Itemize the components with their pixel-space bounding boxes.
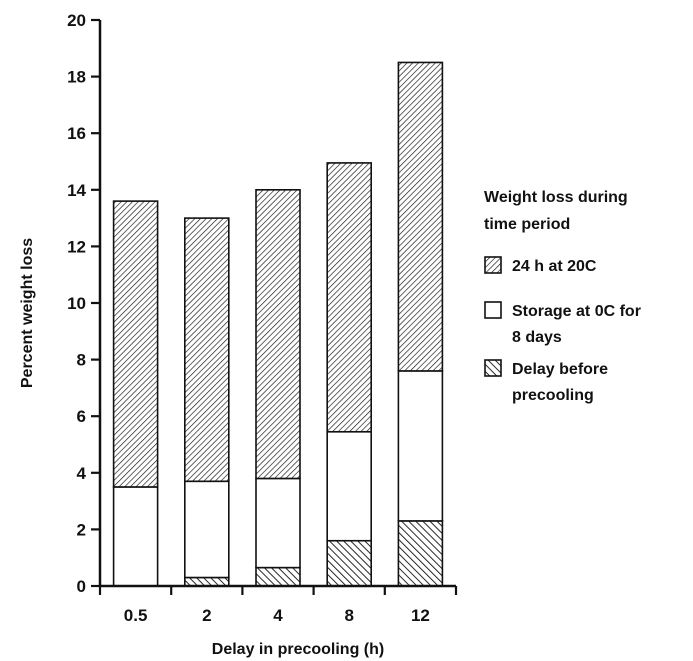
legend-label-1: 8 days bbox=[512, 329, 562, 346]
bar-segment-2-s2 bbox=[184, 217, 230, 483]
legend-swatch-0 bbox=[484, 256, 502, 274]
bar-segment-12-s1 bbox=[397, 370, 444, 522]
bar-segment-0.5-s1 bbox=[112, 486, 159, 587]
y-tick-label: 4 bbox=[77, 464, 87, 483]
x-tick-label: 0.5 bbox=[124, 606, 148, 625]
y-tick-label: 16 bbox=[67, 124, 86, 143]
bar-segment-4-s0 bbox=[255, 566, 301, 587]
bar-segment-2-s1 bbox=[184, 480, 230, 579]
legend-swatch-2 bbox=[484, 359, 502, 377]
y-tick-label: 2 bbox=[77, 520, 86, 539]
legend-title: Weight loss during bbox=[484, 189, 628, 206]
bar-segment-8-s0 bbox=[326, 539, 373, 587]
y-tick-label: 10 bbox=[67, 294, 86, 313]
bar-segment-2-s0 bbox=[184, 576, 230, 587]
bar-segment-4-s2 bbox=[255, 189, 301, 480]
bar-segment-4-s1 bbox=[255, 477, 301, 569]
bar-segment-12-s2 bbox=[397, 61, 444, 372]
y-axis-title: Percent weight loss bbox=[19, 238, 36, 388]
y-tick-label: 12 bbox=[67, 237, 86, 256]
bar-segment-0.5-s2 bbox=[112, 200, 159, 488]
y-tick-label: 0 bbox=[77, 577, 86, 596]
bar-segment-8-s2 bbox=[326, 162, 373, 433]
y-tick-label: 20 bbox=[67, 11, 86, 30]
x-tick-label: 8 bbox=[344, 606, 353, 625]
bar-segment-8-s1 bbox=[326, 430, 373, 542]
y-tick-label: 6 bbox=[77, 407, 86, 426]
x-tick-label: 12 bbox=[411, 606, 430, 625]
x-axis-title: Delay in precooling (h) bbox=[212, 641, 384, 658]
legend-swatch-1 bbox=[484, 301, 502, 319]
legend-label-1: Storage at 0C for bbox=[512, 303, 641, 320]
bars bbox=[112, 61, 444, 587]
y-tick-label: 8 bbox=[77, 351, 86, 370]
legend-label-2: Delay before bbox=[512, 361, 608, 378]
y-tick-label: 14 bbox=[67, 181, 86, 200]
x-tick-label: 2 bbox=[202, 606, 211, 625]
y-tick-label: 18 bbox=[67, 68, 86, 87]
bar-segment-12-s0 bbox=[397, 520, 444, 587]
legend-title: time period bbox=[484, 216, 570, 233]
legend-label-0: 24 h at 20C bbox=[512, 258, 597, 275]
x-tick-label: 4 bbox=[273, 606, 283, 625]
legend: Weight loss during time period 24 h at 20C… bbox=[484, 189, 641, 404]
axes: 0 2 4 6 8 10 12 14 16 18 20 0.5 2 4 8 12 Delay in precoo… bbox=[19, 11, 458, 658]
legend-label-2: precooling bbox=[512, 387, 594, 404]
